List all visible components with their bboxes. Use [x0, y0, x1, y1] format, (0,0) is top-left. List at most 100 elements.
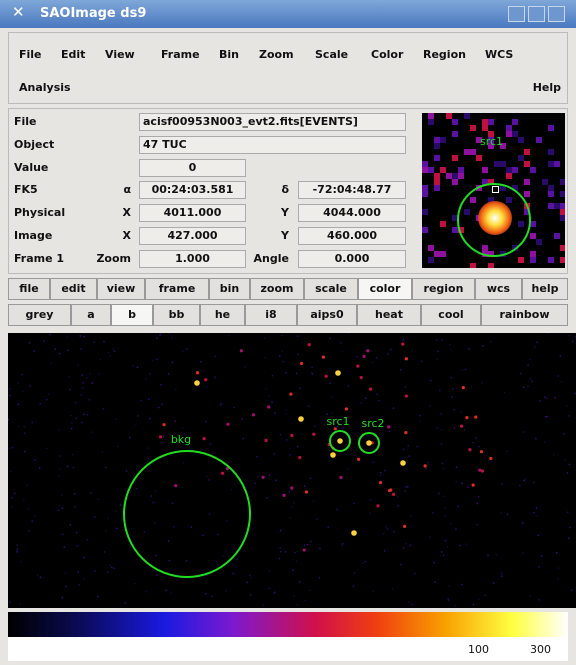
background-pixel: [65, 572, 67, 574]
button[interactable]: edit: [50, 278, 97, 300]
button-bar: fileeditviewframebinzoomscalecolorregion…: [0, 278, 576, 302]
colormap-button[interactable]: grey: [8, 304, 71, 326]
background-pixel: [76, 545, 78, 547]
background-pixel: [529, 359, 531, 361]
button[interactable]: view: [97, 278, 145, 300]
background-pixel: [120, 504, 122, 506]
background-pixel: [165, 589, 167, 591]
colormap-button[interactable]: cool: [421, 304, 481, 326]
background-pixel: [297, 604, 299, 606]
background-pixel: [149, 373, 151, 375]
background-pixel: [97, 596, 99, 598]
magnifier-pixel: [524, 149, 530, 155]
button[interactable]: wcs: [475, 278, 522, 300]
button[interactable]: bin: [209, 278, 250, 300]
menu-item[interactable]: Zoom: [259, 48, 294, 62]
close-button[interactable]: [548, 6, 565, 22]
background-pixel: [92, 431, 94, 433]
background-pixel: [34, 459, 36, 461]
magnifier-pixel: [524, 191, 530, 197]
background-pixel: [39, 467, 41, 469]
background-pixel: [376, 357, 378, 359]
background-pixel: [24, 432, 26, 434]
magnifier-pixel: [470, 263, 476, 268]
magnifier-pixel: [446, 113, 452, 119]
menu-item[interactable]: Bin: [219, 48, 239, 62]
colormap-button[interactable]: aips0: [297, 304, 357, 326]
axis-label: X: [123, 229, 131, 243]
background-pixel: [380, 472, 382, 474]
background-pixel: [81, 422, 83, 424]
menu-item[interactable]: Frame: [161, 48, 200, 62]
magnifier-pixel: [554, 161, 560, 167]
minimize-button[interactable]: [508, 6, 525, 22]
button[interactable]: file: [8, 278, 50, 300]
background-pixel: [89, 399, 91, 401]
background-pixel: [507, 514, 509, 516]
background-pixel: [34, 516, 36, 518]
background-pixel: [530, 378, 532, 380]
background-pixel: [77, 365, 79, 367]
background-pixel: [210, 443, 212, 445]
background-pixel: [405, 386, 407, 388]
background-pixel: [233, 547, 235, 549]
button[interactable]: scale: [304, 278, 358, 300]
maximize-button[interactable]: [528, 6, 545, 22]
background-pixel: [455, 481, 457, 483]
colormap-button[interactable]: b: [111, 304, 153, 326]
menu-item[interactable]: File: [19, 48, 42, 62]
menu-item[interactable]: Help: [533, 81, 561, 95]
source: [465, 416, 468, 419]
background-pixel: [286, 439, 288, 441]
magnifier-pixel: [536, 239, 542, 245]
magnifier-pixel: [554, 203, 560, 209]
background-pixel: [437, 359, 439, 361]
background-pixel: [83, 336, 85, 338]
background-pixel: [297, 446, 299, 448]
colormap-button[interactable]: a: [71, 304, 111, 326]
background-pixel: [296, 561, 298, 563]
background-pixel: [244, 366, 246, 368]
magnifier-pixel: [512, 119, 518, 125]
background-pixel: [411, 603, 413, 605]
background-pixel: [74, 493, 76, 495]
button[interactable]: frame: [145, 278, 209, 300]
background-pixel: [17, 548, 19, 550]
menu-item[interactable]: Color: [371, 48, 403, 62]
button[interactable]: color: [358, 278, 412, 300]
colormap-button[interactable]: heat: [357, 304, 421, 326]
button[interactable]: zoom: [250, 278, 304, 300]
colormap-button[interactable]: bb: [153, 304, 200, 326]
magnifier-pixel: [422, 209, 428, 215]
background-pixel: [523, 386, 525, 388]
magnifier-pixel: [434, 155, 440, 161]
background-pixel: [506, 450, 508, 452]
magnifier-pixel: [452, 179, 458, 185]
menu-item[interactable]: Edit: [61, 48, 85, 62]
source: [481, 469, 484, 472]
background-pixel: [496, 554, 498, 556]
colormap-button[interactable]: he: [200, 304, 245, 326]
menu-item[interactable]: WCS: [485, 48, 513, 62]
colormap-button[interactable]: i8: [245, 304, 297, 326]
background-pixel: [232, 563, 234, 565]
background-pixel: [71, 422, 73, 424]
menu-item[interactable]: Analysis: [19, 81, 71, 95]
source: [356, 365, 359, 368]
menu-item[interactable]: Scale: [315, 48, 348, 62]
menu-item[interactable]: View: [105, 48, 135, 62]
background-pixel: [151, 359, 153, 361]
colormap-button[interactable]: rainbow: [481, 304, 568, 326]
background-pixel: [284, 409, 286, 411]
background-pixel: [537, 515, 539, 517]
background-pixel: [250, 577, 252, 579]
menu-item[interactable]: Region: [423, 48, 466, 62]
background-pixel: [572, 341, 574, 343]
background-pixel: [111, 567, 113, 569]
background-pixel: [80, 348, 82, 350]
button[interactable]: help: [522, 278, 568, 300]
background-pixel: [519, 485, 521, 487]
background-pixel: [365, 346, 367, 348]
background-pixel: [553, 454, 555, 456]
button[interactable]: region: [412, 278, 475, 300]
